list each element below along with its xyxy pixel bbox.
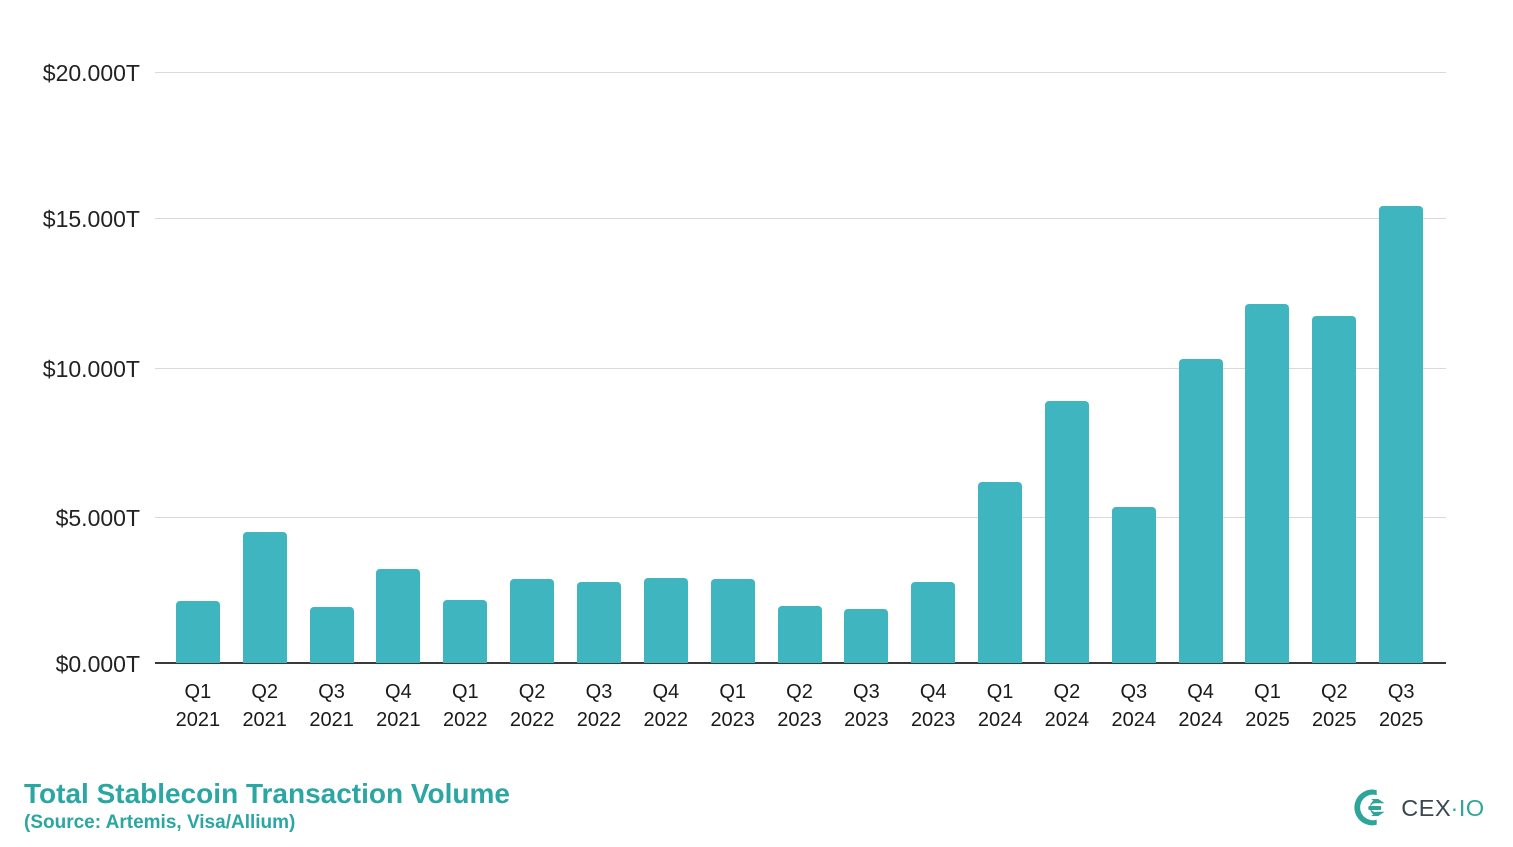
svg-text:·IO: ·IO	[1450, 795, 1484, 821]
svg-text:CEX: CEX	[1401, 795, 1451, 821]
